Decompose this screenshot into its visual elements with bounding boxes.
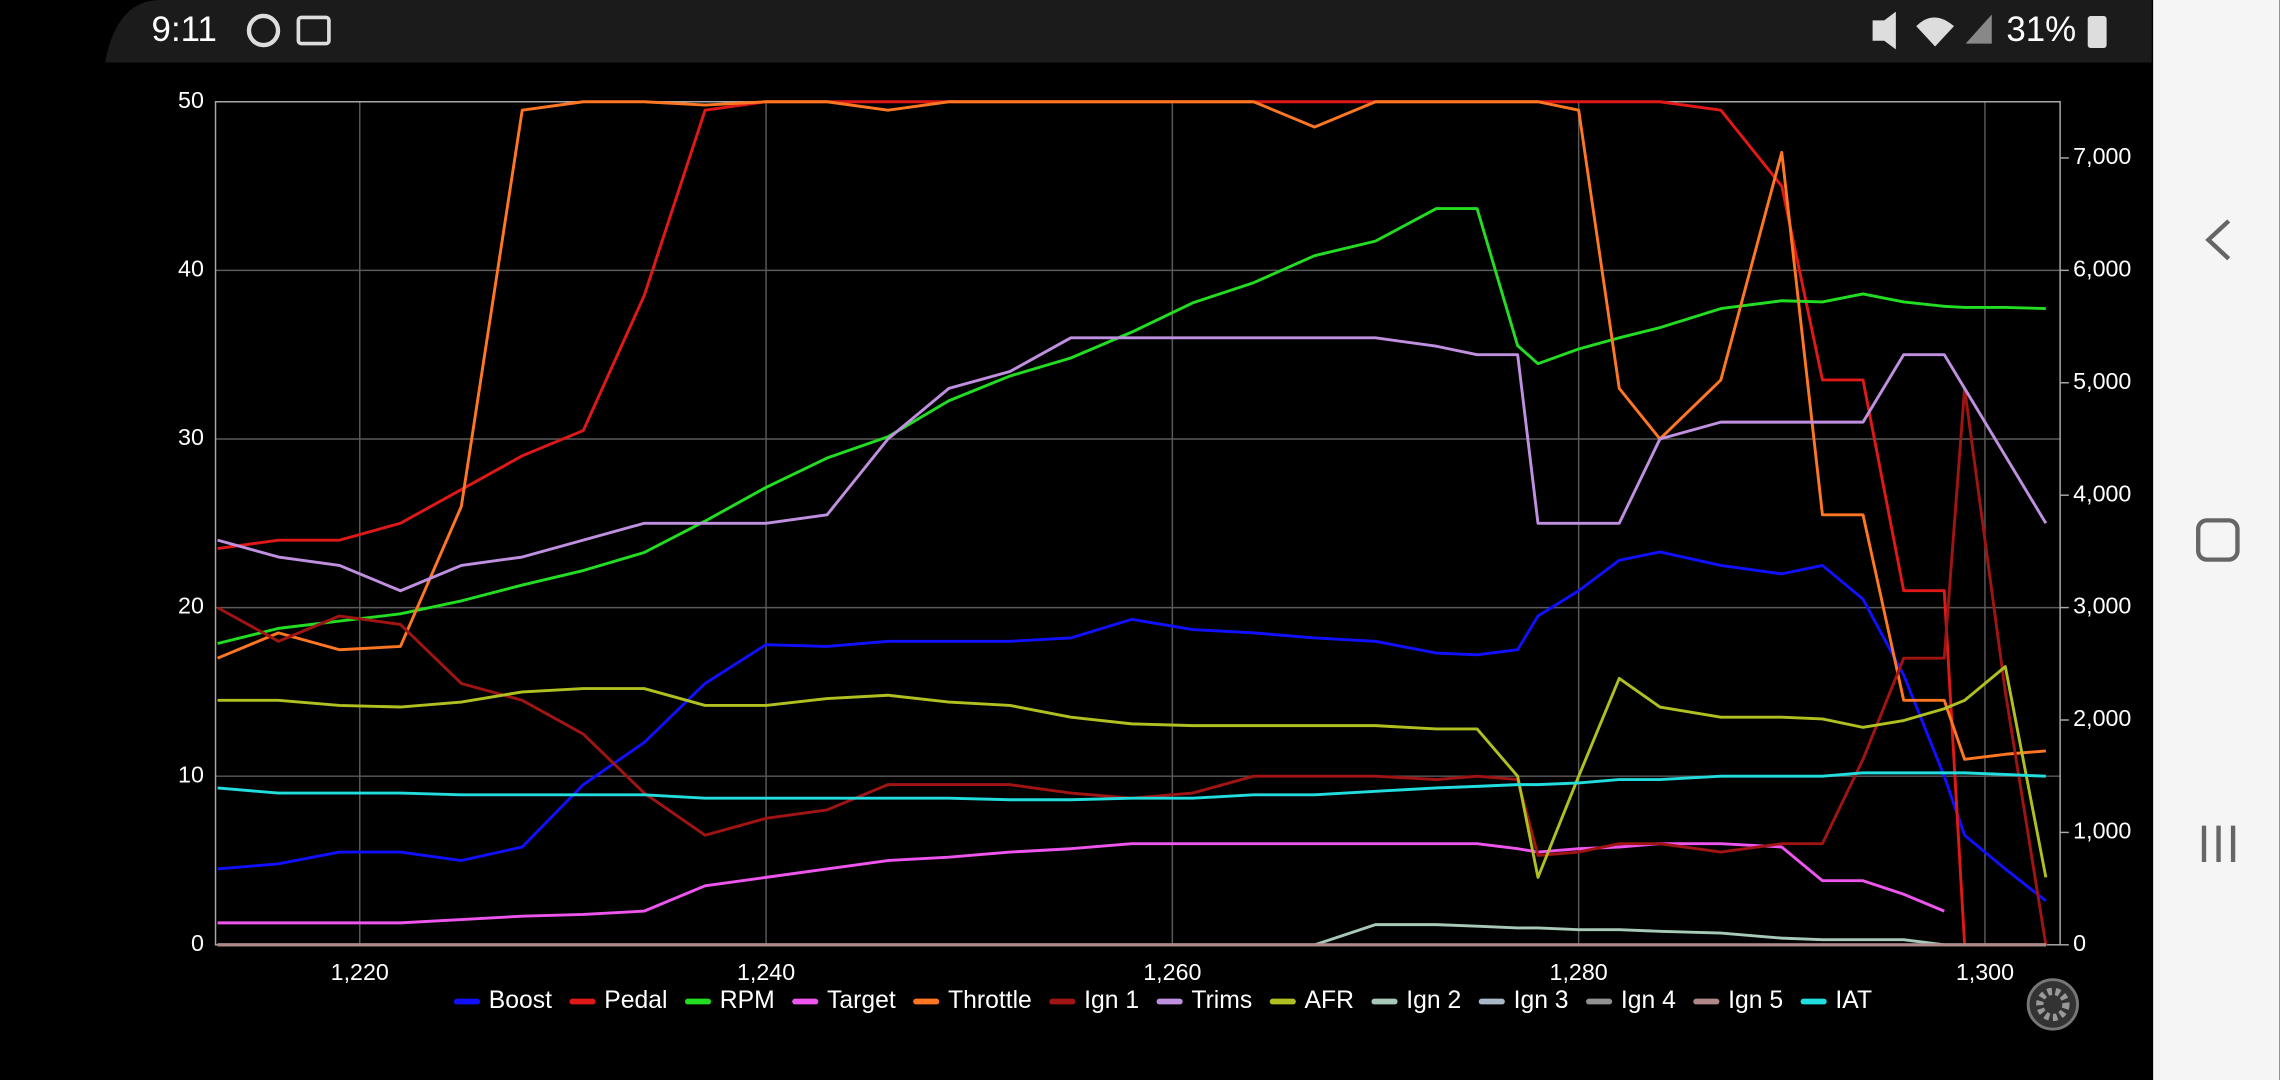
legend-label: Ign 4 — [1621, 987, 1676, 1014]
y2-tick-label: 6,000 — [2073, 256, 2131, 282]
status-bar — [105, 0, 2152, 63]
legend-label: Boost — [489, 987, 552, 1014]
legend-label: Ign 1 — [1084, 987, 1139, 1014]
series-line — [217, 100, 2046, 761]
series-line — [217, 842, 1945, 925]
y-tick-label: 50 — [178, 87, 204, 113]
y2-tick-label: 0 — [2073, 930, 2086, 956]
x-tick-label: 1,260 — [1143, 959, 1201, 985]
x-tick-label: 1,300 — [1956, 959, 2014, 985]
series-line — [217, 336, 2048, 593]
y-tick-label: 0 — [191, 930, 204, 956]
nav-bar — [2153, 0, 2280, 1080]
y2-tick-label: 2,000 — [2073, 705, 2131, 731]
battery-icon — [2087, 15, 2107, 48]
legend-label: Ign 5 — [1728, 987, 1783, 1014]
settings-circle[interactable] — [2026, 978, 2080, 1031]
x-tick-label: 1,220 — [331, 959, 389, 985]
y2-tick-label: 1,000 — [2073, 818, 2131, 844]
series-line — [217, 665, 2048, 879]
y2-tick-label: 5,000 — [2073, 368, 2131, 394]
recents-button[interactable] — [2201, 825, 2236, 862]
battery-text: 31% — [2006, 10, 2076, 49]
series-line — [217, 771, 2046, 802]
legend-label: Throttle — [948, 987, 1032, 1014]
legend-label: Target — [827, 987, 896, 1014]
y-tick-label: 20 — [178, 593, 204, 619]
chart: 0 10 20 30 40 50 0 1,000 2,000 3,000 4,000 5,000 6,0… — [178, 87, 2131, 1014]
legend-label: RPM — [720, 987, 775, 1014]
y-tick-label: 10 — [178, 761, 204, 787]
y-tick-label: 40 — [178, 256, 204, 282]
legend-label: Ign 3 — [1514, 987, 1569, 1014]
y-tick-label: 30 — [178, 424, 204, 450]
series-line — [217, 207, 2046, 645]
series-line — [217, 100, 2046, 947]
legend-label: Ign 2 — [1406, 987, 1461, 1014]
wifi-icon — [1916, 17, 1954, 47]
x-tick-label: 1,240 — [737, 959, 795, 985]
settings-button[interactable] — [2026, 978, 2080, 1031]
legend-label: Pedal — [604, 987, 667, 1014]
mute-icon — [1872, 11, 1896, 50]
legend-label: AFR — [1305, 987, 1354, 1014]
sync-icon — [246, 13, 281, 48]
back-button[interactable] — [2205, 219, 2231, 261]
y2-tick-label: 7,000 — [2073, 143, 2131, 169]
y2-tick-label: 4,000 — [2073, 480, 2131, 506]
series-line — [216, 386, 2048, 946]
gear-icon[interactable] — [2036, 987, 2070, 1022]
y2-tick-label: 3,000 — [2073, 593, 2131, 619]
image-icon — [296, 15, 331, 46]
x-tick-label: 1,280 — [1550, 959, 1608, 985]
legend-label: IAT — [1835, 987, 1872, 1014]
legend-label: Trims — [1191, 987, 1252, 1014]
clock: 9:11 — [152, 10, 217, 49]
home-button[interactable] — [2196, 518, 2240, 562]
